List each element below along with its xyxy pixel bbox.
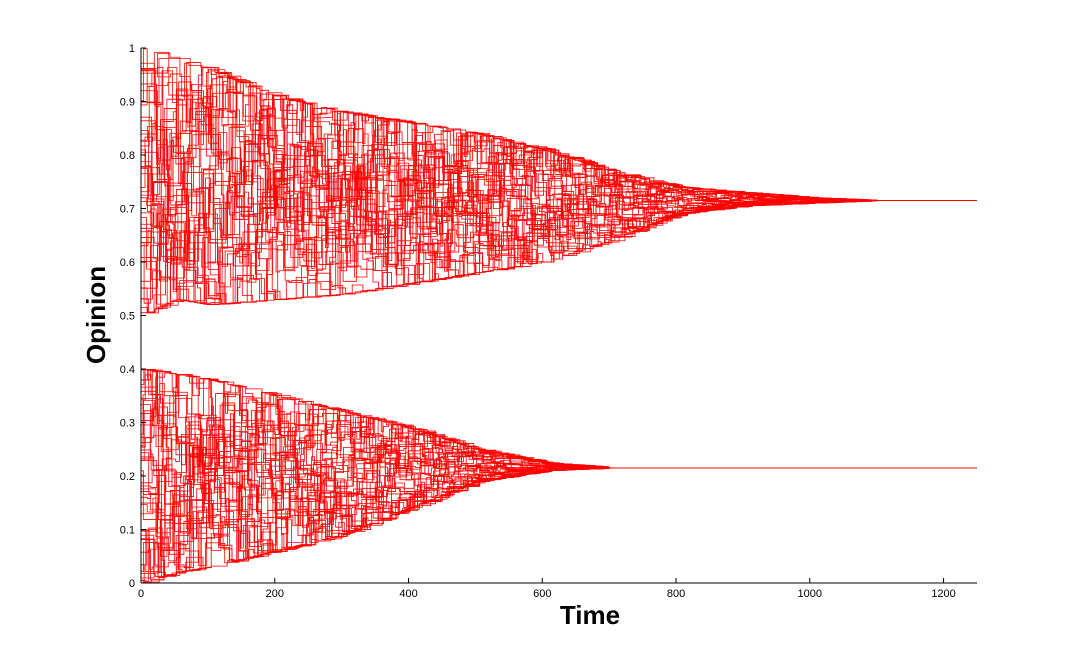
x-tick-label: 600 (533, 588, 551, 600)
opinion-trajectory (141, 178, 977, 305)
opinion-trajectory (141, 134, 977, 288)
opinion-trajectory (141, 467, 977, 555)
opinion-trajectory (141, 444, 977, 566)
opinion-trajectory (141, 456, 977, 577)
opinion-trajectory (141, 120, 977, 293)
opinion-trajectory (141, 68, 977, 295)
y-tick-label: 0.9 (120, 97, 135, 109)
y-tick-label: 0.5 (120, 311, 135, 323)
y-tick-label: 0.2 (120, 471, 135, 483)
opinion-trajectory (141, 416, 977, 572)
opinion-trajectory (141, 370, 977, 522)
opinion-trajectory (141, 51, 977, 251)
opinion-trajectory (141, 374, 977, 471)
y-tick-label: 0.6 (120, 257, 135, 269)
opinion-trajectory (141, 434, 977, 573)
axes-layer: 0 200 400 600 800 1000 1200 0 0.1 0.2 0.3 0.4 0.5 0.6… (120, 43, 977, 600)
x-tick-label: 800 (667, 588, 685, 600)
opinion-trajectory (141, 409, 977, 511)
x-tick-label: 200 (266, 588, 284, 600)
y-tick-label: 0 (129, 578, 135, 590)
x-tick-label: 0 (138, 588, 144, 600)
opinion-trajectory (141, 113, 977, 313)
opinion-trajectory (141, 66, 977, 297)
opinion-trajectory (141, 130, 977, 300)
x-tick-label: 1000 (798, 588, 822, 600)
opinion-trajectory (141, 433, 977, 572)
opinion-trajectory (141, 128, 977, 284)
opinion-trajectory (141, 135, 977, 308)
opinion-trajectory (141, 111, 977, 226)
opinion-trajectory (141, 369, 977, 471)
opinion-trajectory (141, 406, 977, 553)
x-axis-title: Time (560, 600, 620, 630)
opinion-trajectory (141, 464, 977, 570)
y-tick-label: 0.8 (120, 150, 135, 162)
y-tick-label: 0.3 (120, 418, 135, 430)
opinion-trajectory (141, 369, 977, 475)
opinion-trajectory (141, 417, 977, 574)
opinion-trajectory (141, 460, 977, 557)
trajectory-layer (141, 48, 977, 583)
opinion-trajectory (141, 465, 977, 577)
opinion-trajectory (141, 428, 977, 562)
x-tick-label: 400 (399, 588, 417, 600)
opinion-trajectory (141, 429, 977, 569)
opinion-trajectory (141, 433, 977, 583)
opinion-trajectory (141, 392, 977, 532)
opinion-trajectory (141, 108, 977, 230)
y-tick-label: 1 (129, 43, 135, 55)
y-tick-label: 0.1 (120, 525, 135, 537)
y-tick-label: 0.4 (120, 364, 135, 376)
y-axis-title: Opinion (81, 266, 111, 364)
opinion-trajectory (141, 374, 977, 534)
x-tick-label: 1200 (931, 588, 955, 600)
y-tick-label: 0.7 (120, 204, 135, 216)
opinion-trajectory (141, 370, 977, 540)
